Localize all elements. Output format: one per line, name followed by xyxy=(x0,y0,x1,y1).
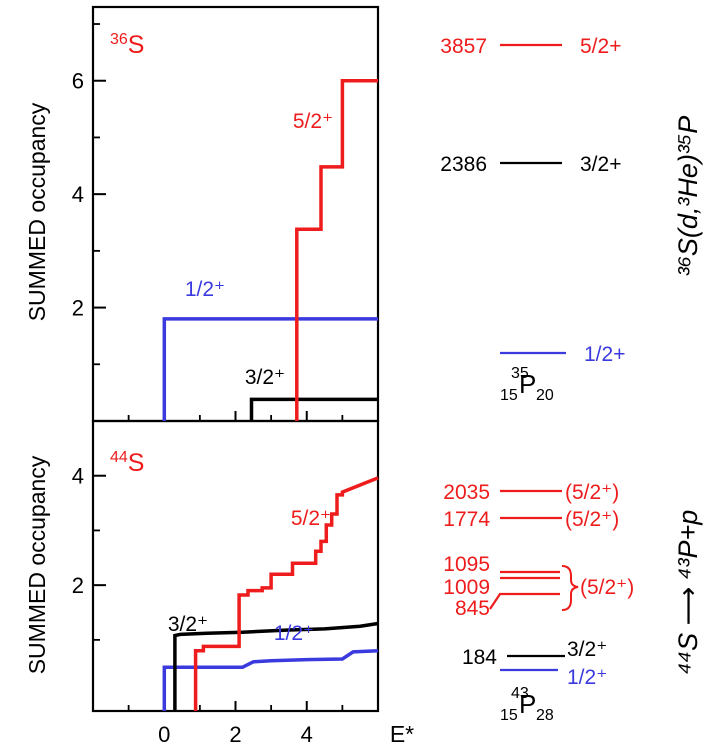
bottom-nucleus-n: 28 xyxy=(536,707,554,724)
bottom-nucleus-letter: P xyxy=(519,689,536,719)
top-panel-title: 36S xyxy=(110,31,144,59)
top-series-1-2plus xyxy=(162,317,378,421)
top-nucleus-z: 15 xyxy=(500,387,518,404)
bottom-title-mass: 44 xyxy=(110,449,128,466)
bottom-title-symbol: S xyxy=(128,449,145,477)
bottom-series-5-2plus xyxy=(193,476,379,711)
bottom-series-label-3-2plus: 3/2⁺ xyxy=(168,613,208,636)
bottom-series-3-2plus xyxy=(173,621,379,711)
bottom-level-line xyxy=(489,592,560,610)
top-series-5-2plus xyxy=(295,78,378,421)
top-panel-frame xyxy=(91,5,380,423)
top-level-energy: 3857 xyxy=(440,35,487,58)
top-nucleus-n: 20 xyxy=(536,387,554,404)
bottom-nucleus-symbol: 43 15 P 28 xyxy=(500,685,554,724)
bottom-x-tick-label-2: 2 xyxy=(229,722,241,747)
bottom-level-energy: 2035 xyxy=(443,481,490,504)
series-layer xyxy=(162,78,379,711)
bottom-panel-title: 44S xyxy=(110,449,144,477)
top-y-tick-label-4: 4 xyxy=(72,182,84,207)
bottom-level-spin: 1/2⁺ xyxy=(567,666,607,689)
bottom-nucleus-mass: 43 xyxy=(511,685,529,702)
series-labels-layer: 1/2⁺ 3/2⁺ 5/2⁺ 1/2⁺ 3/2⁺ 5/2⁺ xyxy=(168,110,333,645)
bottom-level-energy: 184 xyxy=(462,646,497,669)
top-nucleus-letter: P xyxy=(519,369,536,399)
top-title-symbol: S xyxy=(128,31,145,59)
bottom-level-spin: (5/2⁺) xyxy=(565,508,619,531)
top-series-label-1-2plus: 1/2⁺ xyxy=(185,278,225,301)
bottom-level-brace xyxy=(561,565,579,611)
bottom-x-tick-label-0: 0 xyxy=(158,722,170,747)
bottom-series-label-5-2plus: 5/2⁺ xyxy=(291,507,331,530)
top-level-energy: 2386 xyxy=(440,153,487,176)
top-reaction-label: ³⁶S(d,³He)³⁵P xyxy=(673,116,703,277)
top-title-mass: 36 xyxy=(110,31,128,48)
axes-layer: 2 4 6 2 4 0 2 4 xyxy=(72,23,344,747)
x-axis-title: E* xyxy=(390,721,414,747)
bottom-y-tick-label-2: 2 xyxy=(72,573,84,598)
bottom-series-1-2plus xyxy=(162,649,379,711)
top-level-spin: 5/2+ xyxy=(580,35,621,58)
top-nucleus-symbol: 35 15 P 20 xyxy=(500,365,554,404)
bottom-nucleus-z: 15 xyxy=(500,707,518,724)
bottom-level-spin: (5/2⁺) xyxy=(565,481,619,504)
bottom-reaction-label: ⁴⁴S ⟶ ⁴³P+p xyxy=(673,510,703,675)
top-series-label-3-2plus: 3/2⁺ xyxy=(245,366,285,389)
bottom-level-energy: 1009 xyxy=(443,576,490,599)
bottom-level-spin: 3/2⁺ xyxy=(567,638,607,661)
bottom-level-energy: 1774 xyxy=(443,508,490,531)
top-ylabel: SUMMED occupancy xyxy=(24,102,50,321)
top-level-spin: 1/2+ xyxy=(584,343,625,366)
bottom-series-label-1-2plus: 1/2⁺ xyxy=(274,622,314,645)
top-level-spin: 3/2+ xyxy=(580,153,621,176)
top-y-tick-label-6: 6 xyxy=(72,69,84,94)
bottom-level-spin: (5/2⁺) xyxy=(580,576,634,599)
bottom-x-tick-label-4: 4 xyxy=(301,722,313,747)
top-panel xyxy=(91,5,380,423)
top-nucleus-mass: 35 xyxy=(511,365,529,382)
top-level-scheme: 3857 5/2+ 2386 3/2+ 1/2+ xyxy=(440,35,625,366)
bottom-ylabel: SUMMED occupancy xyxy=(24,455,50,674)
top-y-tick-label-2: 2 xyxy=(72,296,84,321)
bottom-y-tick-label-4: 4 xyxy=(72,464,84,489)
bottom-level-energy: 845 xyxy=(455,597,490,620)
bottom-level-energy: 1095 xyxy=(443,553,490,576)
top-series-label-5-2plus: 5/2⁺ xyxy=(293,110,333,133)
top-series-3-2plus xyxy=(249,397,378,421)
